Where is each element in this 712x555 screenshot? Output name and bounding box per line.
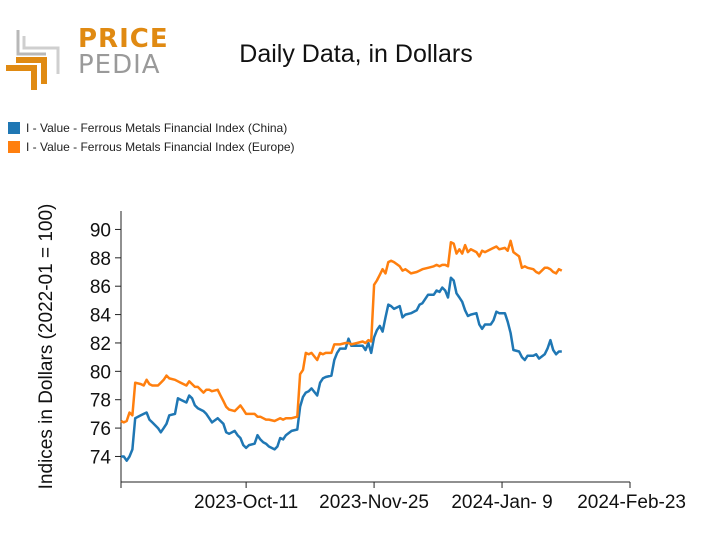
logo-text-pedia: PEDIA (78, 50, 161, 80)
y-tick-label: 80 (90, 362, 111, 383)
logo-mark-icon (6, 30, 60, 90)
y-tick-label: 88 (90, 249, 111, 270)
y-tick-label: 78 (90, 391, 111, 412)
series-line-europe (120, 239, 563, 424)
legend-item-europe: I - Value - Ferrous Metals Financial Ind… (8, 137, 295, 156)
y-tick-label: 82 (90, 334, 111, 355)
y-tick-label: 76 (90, 419, 111, 440)
legend-swatch-europe (8, 140, 20, 153)
y-axis-label: Indices in Dollars (2022-01 = 100) (36, 204, 57, 490)
pricepedia-logo: PRICE PEDIA (6, 24, 169, 94)
legend-swatch-china (8, 121, 20, 134)
y-tick-label: 74 (90, 447, 112, 468)
y-tick-label: 84 (90, 306, 112, 327)
chart-title: Daily Data, in Dollars (239, 40, 473, 68)
legend-item-china: I - Value - Ferrous Metals Financial Ind… (8, 118, 295, 137)
chart-legend: I - Value - Ferrous Metals Financial Ind… (8, 118, 295, 156)
x-tick-label: 2024-Jan- 9 (451, 492, 552, 513)
logo-text-price: PRICE (78, 24, 169, 54)
legend-label-china: I - Value - Ferrous Metals Financial Ind… (26, 120, 288, 135)
y-tick-label: 90 (90, 220, 111, 241)
x-tick-label: 2023-Nov-25 (319, 492, 429, 513)
x-tick-label: 2024-Feb-23 (577, 492, 686, 513)
x-tick-label: 2023-Oct-11 (194, 492, 298, 513)
legend-label-europe: I - Value - Ferrous Metals Financial Ind… (26, 139, 295, 154)
y-tick-label: 86 (90, 277, 111, 298)
series-line-china (121, 276, 562, 462)
